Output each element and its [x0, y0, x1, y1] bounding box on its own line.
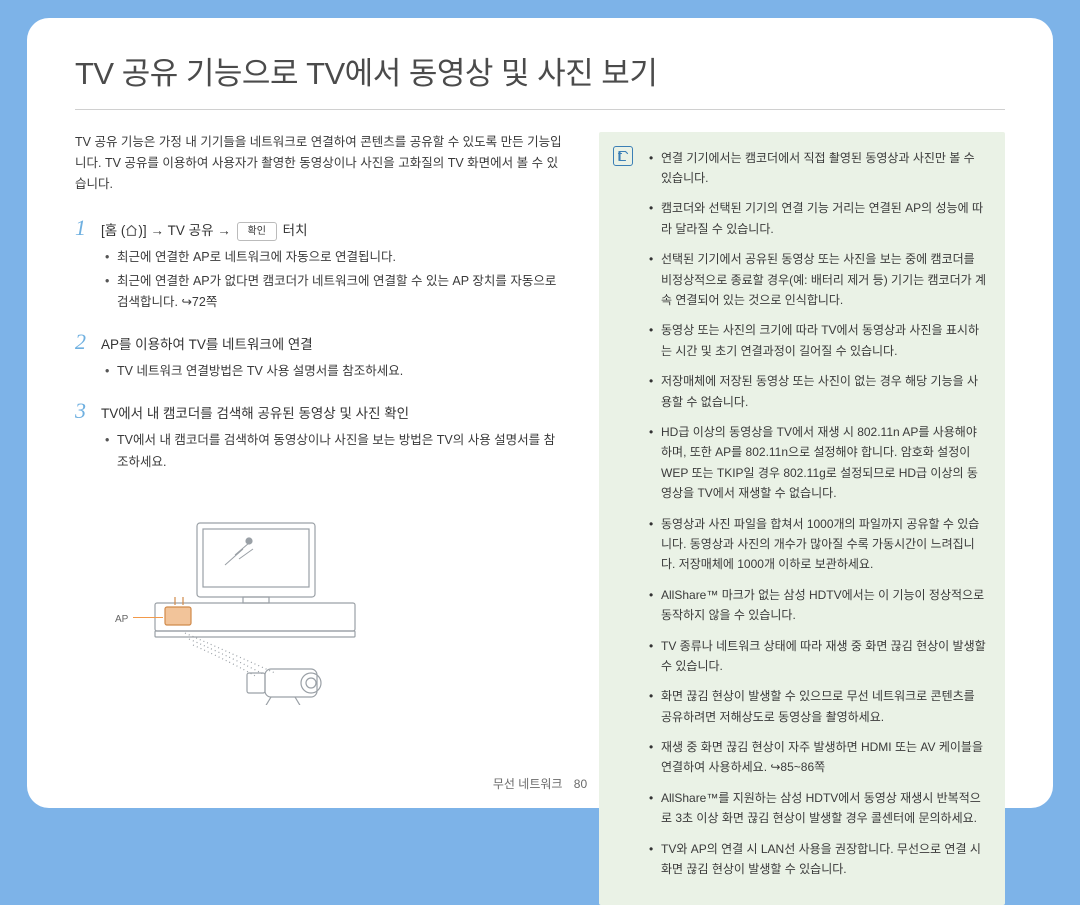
note-item: AllShare™ 마크가 없는 삼성 HDTV에서는 이 기능이 정상적으로 … [649, 585, 987, 626]
step-2-bullet: TV 네트워크 연결방법은 TV 사용 설명서를 참조하세요. [105, 361, 563, 382]
step-1-title: [홈 ( )] → TV 공유 → 확인 터치 [101, 220, 308, 243]
diagram-svg [115, 505, 395, 705]
ap-pointer-line [133, 617, 163, 618]
tv-ap-camcorder-diagram: AP [75, 505, 563, 712]
step-3: 3 TV에서 내 캠코더를 검색해 공유된 동영상 및 사진 확인 TV에서 내… [75, 400, 563, 472]
step-3-bullet: TV에서 내 캠코더를 검색하여 동영상이나 사진을 보는 방법은 TV의 사용… [105, 430, 563, 473]
step-3-title: TV에서 내 캠코더를 검색해 공유된 동영상 및 사진 확인 [101, 403, 409, 426]
step-2-title: AP를 이용하여 TV를 네트워크에 연결 [101, 334, 313, 357]
note-item: TV와 AP의 연결 시 LAN선 사용을 권장합니다. 무선으로 연결 시 화… [649, 839, 987, 880]
step-3-bullets: TV에서 내 캠코더를 검색하여 동영상이나 사진을 보는 방법은 TV의 사용… [75, 430, 563, 473]
notes-list: 연결 기기에서는 캠코더에서 직접 촬영된 동영상과 사진만 볼 수 있습니다.… [649, 148, 987, 880]
step-1-title-mid: )] → TV 공유 → [138, 223, 234, 238]
ap-label: AP [115, 611, 128, 628]
note-item: 재생 중 화면 끊김 현상이 자주 발생하면 HDMI 또는 AV 케이블을 연… [649, 737, 987, 778]
step-1-title-post: 터치 [279, 223, 308, 238]
note-item: 동영상과 사진 파일을 합쳐서 1000개의 파일까지 공유할 수 있습니다. … [649, 514, 987, 575]
page-footer: 무선 네트워크 80 [27, 774, 1053, 794]
step-2: 2 AP를 이용하여 TV를 네트워크에 연결 TV 네트워크 연결방법은 TV… [75, 331, 563, 382]
footer-section: 무선 네트워크 [493, 777, 563, 791]
intro-paragraph: TV 공유 기능은 가정 내 기기들을 네트워크로 연결하여 콘텐츠를 공유할 … [75, 132, 563, 196]
note-item: 동영상 또는 사진의 크기에 따라 TV에서 동영상과 사진을 표시하는 시간 … [649, 320, 987, 361]
note-item: HD급 이상의 동영상을 TV에서 재생 시 802.11n AP를 사용해야 … [649, 422, 987, 504]
note-item: 선택된 기기에서 공유된 동영상 또는 사진을 보는 중에 캠코더를 비정상적으… [649, 249, 987, 310]
step-1-title-pre: [홈 ( [101, 223, 125, 238]
step-2-number: 2 [75, 331, 91, 353]
step-1-number: 1 [75, 217, 91, 239]
page-number: 80 [574, 777, 587, 791]
step-2-bullets: TV 네트워크 연결방법은 TV 사용 설명서를 참조하세요. [75, 361, 563, 382]
manual-page: TV 공유 기능으로 TV에서 동영상 및 사진 보기 TV 공유 기능은 가정… [27, 18, 1053, 808]
note-item: 캠코더와 선택된 기기의 연결 기능 거리는 연결된 AP의 성능에 따라 달라… [649, 198, 987, 239]
home-icon [125, 222, 138, 235]
step-3-number: 3 [75, 400, 91, 422]
note-item: 화면 끊김 현상이 발생할 수 있으므로 무선 네트워크로 콘텐츠를 공유하려면… [649, 686, 987, 727]
step-1-bullet: 최근에 연결한 AP로 네트워크에 자동으로 연결됩니다. [105, 247, 563, 268]
step-1: 1 [홈 ( )] → TV 공유 → 확인 터치 최근에 연결한 AP로 네트워… [75, 217, 563, 313]
step-1-head: 1 [홈 ( )] → TV 공유 → 확인 터치 [75, 217, 563, 243]
step-2-head: 2 AP를 이용하여 TV를 네트워크에 연결 [75, 331, 563, 357]
note-item: 연결 기기에서는 캠코더에서 직접 촬영된 동영상과 사진만 볼 수 있습니다. [649, 148, 987, 189]
note-icon [613, 146, 633, 166]
step-1-bullets: 최근에 연결한 AP로 네트워크에 자동으로 연결됩니다. 최근에 연결한 AP… [75, 247, 563, 313]
step-3-head: 3 TV에서 내 캠코더를 검색해 공유된 동영상 및 사진 확인 [75, 400, 563, 426]
step-1-bullet: 최근에 연결한 AP가 없다면 캠코더가 네트워크에 연결할 수 있는 AP 장… [105, 271, 563, 314]
page-title: TV 공유 기능으로 TV에서 동영상 및 사진 보기 [75, 48, 1005, 110]
confirm-button-icon: 확인 [237, 222, 277, 241]
note-item: TV 종류나 네트워크 상태에 따라 재생 중 화면 끊김 현상이 발생할 수 … [649, 636, 987, 677]
note-item: 저장매체에 저장된 동영상 또는 사진이 없는 경우 해당 기능을 사용할 수 … [649, 371, 987, 412]
